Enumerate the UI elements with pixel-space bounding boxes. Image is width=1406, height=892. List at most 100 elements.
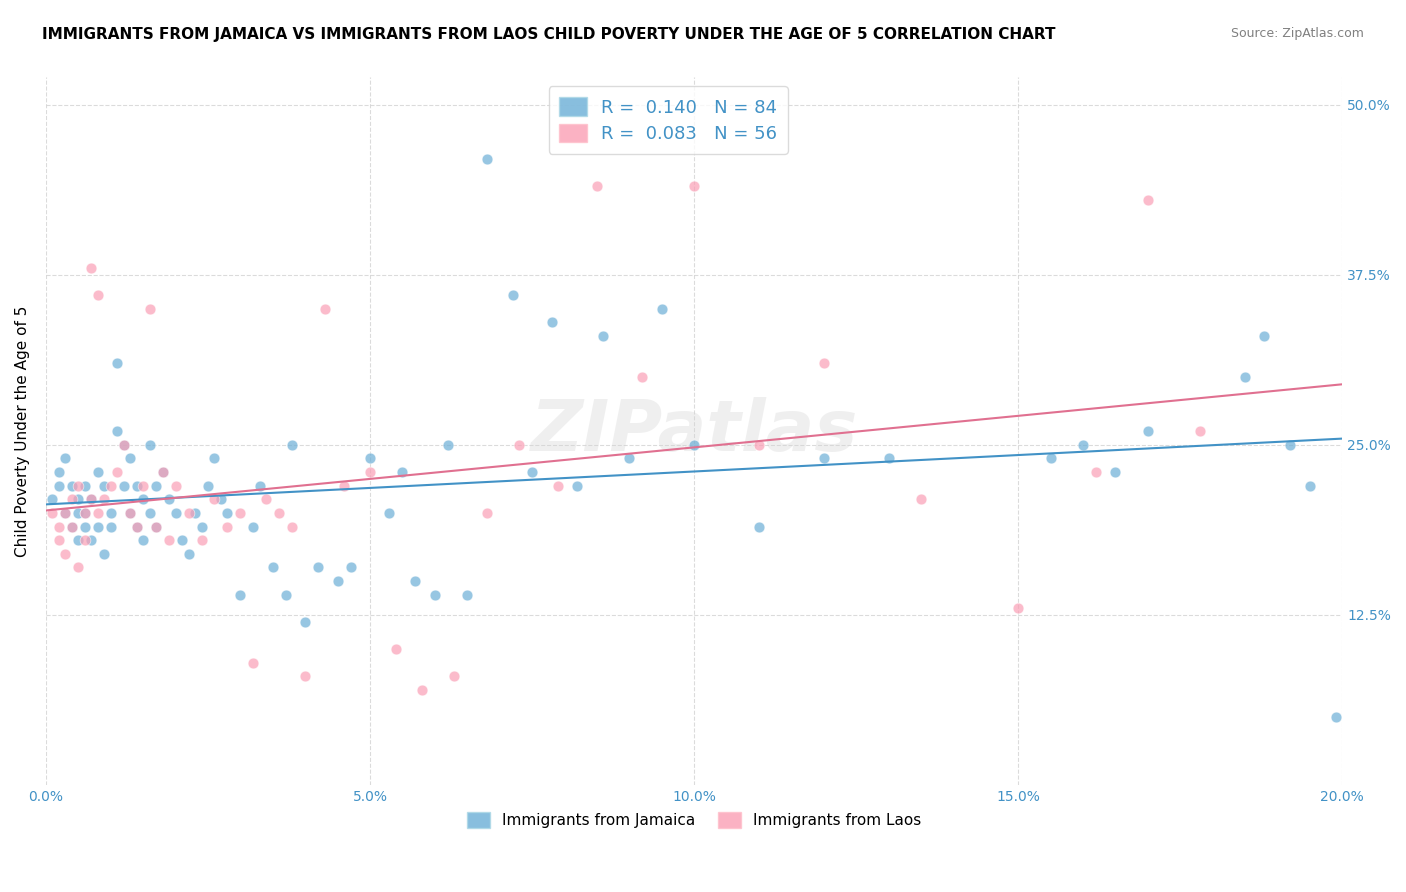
Point xyxy=(269,506,291,520)
Point xyxy=(80,533,103,548)
Point xyxy=(87,465,110,479)
Point xyxy=(249,479,271,493)
Point xyxy=(93,492,115,507)
Point xyxy=(411,682,433,697)
Point xyxy=(87,519,110,533)
Point xyxy=(55,547,77,561)
Point xyxy=(67,533,90,548)
Point xyxy=(60,479,83,493)
Point xyxy=(391,465,413,479)
Point xyxy=(105,424,128,438)
Point xyxy=(359,451,381,466)
Point xyxy=(67,492,90,507)
Point xyxy=(456,588,478,602)
Point xyxy=(1253,329,1275,343)
Point xyxy=(41,492,63,507)
Point xyxy=(443,669,465,683)
Point xyxy=(172,533,194,548)
Point xyxy=(157,492,180,507)
Point xyxy=(73,519,96,533)
Legend: Immigrants from Jamaica, Immigrants from Laos: Immigrants from Jamaica, Immigrants from… xyxy=(461,805,928,834)
Point xyxy=(1104,465,1126,479)
Point xyxy=(87,506,110,520)
Point xyxy=(217,506,239,520)
Point xyxy=(423,588,446,602)
Point xyxy=(177,506,200,520)
Point xyxy=(105,465,128,479)
Point xyxy=(125,519,148,533)
Point xyxy=(294,669,316,683)
Point xyxy=(813,451,835,466)
Point xyxy=(55,506,77,520)
Point xyxy=(120,506,142,520)
Point xyxy=(93,479,115,493)
Text: IMMIGRANTS FROM JAMAICA VS IMMIGRANTS FROM LAOS CHILD POVERTY UNDER THE AGE OF 5: IMMIGRANTS FROM JAMAICA VS IMMIGRANTS FR… xyxy=(42,27,1056,42)
Point xyxy=(209,492,232,507)
Point xyxy=(100,506,122,520)
Point xyxy=(1279,438,1302,452)
Point xyxy=(145,519,167,533)
Point xyxy=(547,479,569,493)
Point xyxy=(314,301,336,316)
Point xyxy=(619,451,641,466)
Point xyxy=(73,506,96,520)
Point xyxy=(326,574,349,588)
Point xyxy=(502,288,524,302)
Point xyxy=(631,369,654,384)
Text: Source: ZipAtlas.com: Source: ZipAtlas.com xyxy=(1230,27,1364,40)
Point xyxy=(683,438,706,452)
Point xyxy=(87,288,110,302)
Point xyxy=(73,533,96,548)
Point xyxy=(1039,451,1062,466)
Point xyxy=(112,479,135,493)
Point xyxy=(475,506,498,520)
Point xyxy=(378,506,401,520)
Point xyxy=(67,560,90,574)
Point xyxy=(242,519,264,533)
Point xyxy=(204,492,226,507)
Point xyxy=(145,519,167,533)
Point xyxy=(404,574,426,588)
Point xyxy=(1007,601,1029,615)
Point xyxy=(177,547,200,561)
Point xyxy=(165,506,187,520)
Point xyxy=(73,479,96,493)
Point xyxy=(41,506,63,520)
Point xyxy=(1188,424,1211,438)
Point xyxy=(651,301,673,316)
Point xyxy=(540,315,562,329)
Point xyxy=(132,492,155,507)
Point xyxy=(93,547,115,561)
Point xyxy=(48,533,70,548)
Point xyxy=(592,329,614,343)
Point xyxy=(1324,710,1347,724)
Point xyxy=(80,260,103,275)
Point xyxy=(138,438,160,452)
Point xyxy=(281,519,304,533)
Point xyxy=(359,465,381,479)
Point xyxy=(138,301,160,316)
Point xyxy=(120,506,142,520)
Point xyxy=(100,519,122,533)
Point xyxy=(152,465,174,479)
Point xyxy=(567,479,589,493)
Point xyxy=(105,356,128,370)
Point xyxy=(60,519,83,533)
Point xyxy=(132,533,155,548)
Point xyxy=(100,479,122,493)
Point xyxy=(67,506,90,520)
Point xyxy=(190,533,212,548)
Point xyxy=(48,519,70,533)
Point xyxy=(385,642,408,657)
Point xyxy=(1299,479,1322,493)
Point xyxy=(73,506,96,520)
Point xyxy=(333,479,356,493)
Point xyxy=(67,479,90,493)
Point xyxy=(281,438,304,452)
Point xyxy=(437,438,460,452)
Point xyxy=(586,179,609,194)
Point xyxy=(152,465,174,479)
Point xyxy=(748,519,770,533)
Point xyxy=(520,465,543,479)
Point xyxy=(197,479,219,493)
